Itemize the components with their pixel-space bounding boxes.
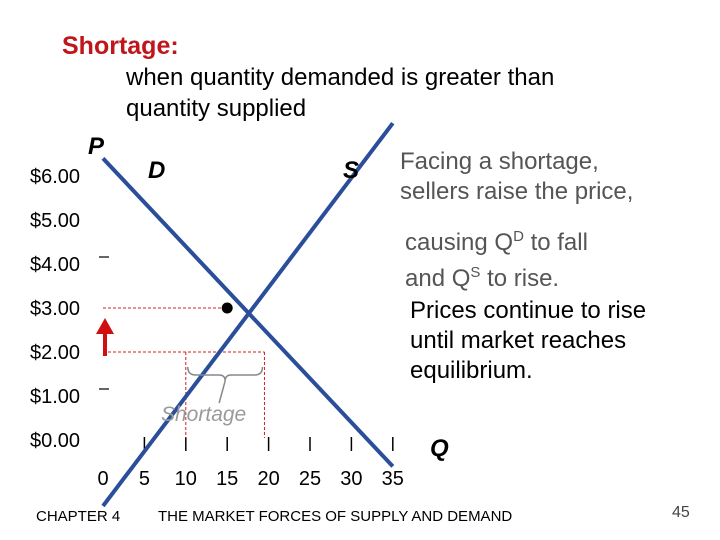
x-tick-label: 5	[139, 468, 150, 490]
x-tick-label: 35	[382, 468, 404, 490]
note-facing-shortage: Facing a shortage, sellers raise the pri…	[400, 147, 633, 207]
x-tick-label: 15	[216, 468, 238, 490]
demand-label: D	[148, 157, 165, 184]
y-tick-label: $3.00	[30, 298, 80, 320]
supply-label: S	[343, 157, 359, 184]
y-tick-label: $1.00	[30, 386, 80, 408]
y-tick-label: $6.00	[30, 166, 80, 188]
note-equilibrium: Prices continue to rise until market rea…	[410, 296, 646, 386]
y-tick-label: $5.00	[30, 210, 80, 232]
curve-s	[101, 121, 395, 508]
x-tick-label: 30	[340, 468, 362, 490]
equilibrium-point	[221, 302, 233, 314]
x-axis-label: Q	[430, 435, 449, 462]
note-line: and QS to rise.	[405, 264, 560, 292]
note-line: Facing a shortage,	[400, 148, 599, 175]
slide-title: Shortage:	[62, 32, 179, 60]
note-quantity-change: causing QD to fall and QS to rise.	[405, 222, 588, 294]
footer-chapter-title: THE MARKET FORCES OF SUPPLY AND DEMAND	[158, 508, 513, 525]
x-tick-label: 20	[257, 468, 279, 490]
x-tick-label: 0	[97, 468, 108, 490]
y-tick-label: $2.00	[30, 342, 80, 364]
footer-chapter: CHAPTER 4	[36, 508, 121, 525]
y-tick-label: $4.00	[30, 254, 80, 276]
y-tick-label: $0.00	[30, 430, 80, 452]
definition-line-1: when quantity demanded is greater than	[126, 64, 555, 91]
note-line: sellers raise the price,	[400, 178, 634, 205]
note-line: causing QD to fall	[405, 228, 588, 256]
shortage-pointer	[218, 380, 226, 404]
definition-line-2: quantity supplied	[126, 95, 307, 122]
page-number: 45	[672, 504, 690, 521]
x-tick-label: 10	[175, 468, 197, 490]
note-line: until market reaches	[410, 327, 627, 354]
note-line: equilibrium.	[410, 357, 533, 384]
note-line: Prices continue to rise	[410, 297, 647, 324]
shortage-label: Shortage	[161, 403, 246, 426]
y-axis-label: P	[88, 133, 105, 160]
x-tick-label: 25	[299, 468, 321, 490]
price-rise-arrow-head	[96, 318, 114, 334]
